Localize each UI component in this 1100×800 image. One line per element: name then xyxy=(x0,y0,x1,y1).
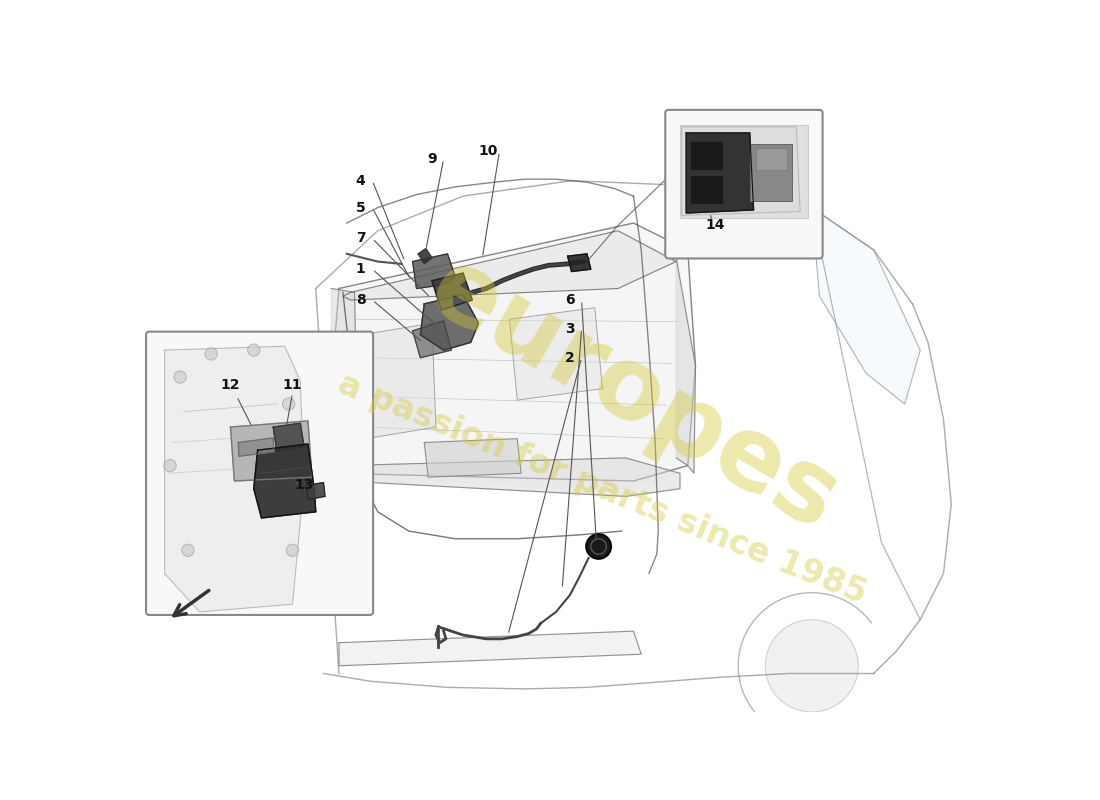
Circle shape xyxy=(286,544,299,557)
Bar xyxy=(750,144,792,202)
Text: 2: 2 xyxy=(565,350,575,365)
Text: 11: 11 xyxy=(283,378,302,392)
Text: 3: 3 xyxy=(565,322,575,335)
Text: europes: europes xyxy=(411,240,855,552)
Text: 7: 7 xyxy=(356,231,365,246)
Text: 12: 12 xyxy=(221,378,240,392)
Circle shape xyxy=(283,398,295,410)
Polygon shape xyxy=(231,421,312,481)
Polygon shape xyxy=(331,289,359,477)
Polygon shape xyxy=(254,444,316,518)
FancyBboxPatch shape xyxy=(666,110,823,258)
Polygon shape xyxy=(686,133,754,213)
Polygon shape xyxy=(682,126,800,215)
Text: 1: 1 xyxy=(355,262,365,276)
Polygon shape xyxy=(343,458,680,496)
Polygon shape xyxy=(354,230,680,489)
Polygon shape xyxy=(418,249,432,264)
Polygon shape xyxy=(412,254,455,289)
Polygon shape xyxy=(165,346,304,612)
Circle shape xyxy=(248,344,260,356)
Text: 8: 8 xyxy=(355,293,365,307)
Text: 6: 6 xyxy=(565,293,575,307)
Polygon shape xyxy=(307,482,326,499)
Polygon shape xyxy=(412,321,451,358)
Polygon shape xyxy=(676,258,695,474)
Text: 14: 14 xyxy=(705,218,725,232)
Bar xyxy=(690,174,723,204)
Text: 9: 9 xyxy=(427,152,437,166)
Polygon shape xyxy=(339,631,641,666)
Polygon shape xyxy=(362,323,436,438)
Circle shape xyxy=(174,371,186,383)
Polygon shape xyxy=(420,294,478,350)
Text: 5: 5 xyxy=(355,201,365,214)
Circle shape xyxy=(164,459,176,472)
Polygon shape xyxy=(273,423,304,452)
Polygon shape xyxy=(331,223,695,481)
Circle shape xyxy=(182,544,194,557)
Text: 4: 4 xyxy=(355,174,365,188)
Circle shape xyxy=(766,620,858,712)
Polygon shape xyxy=(432,273,472,310)
Polygon shape xyxy=(239,438,274,456)
Text: a passion for parts since 1985: a passion for parts since 1985 xyxy=(333,367,871,610)
FancyBboxPatch shape xyxy=(146,332,373,615)
Polygon shape xyxy=(425,438,521,477)
Circle shape xyxy=(586,534,611,558)
Text: 10: 10 xyxy=(478,145,497,158)
Bar xyxy=(690,141,723,170)
Bar xyxy=(680,126,807,218)
Polygon shape xyxy=(509,308,603,400)
Polygon shape xyxy=(343,230,676,300)
Text: 13: 13 xyxy=(295,478,313,492)
Bar xyxy=(756,148,786,170)
Polygon shape xyxy=(568,254,591,271)
Polygon shape xyxy=(812,208,921,404)
Circle shape xyxy=(205,348,218,360)
